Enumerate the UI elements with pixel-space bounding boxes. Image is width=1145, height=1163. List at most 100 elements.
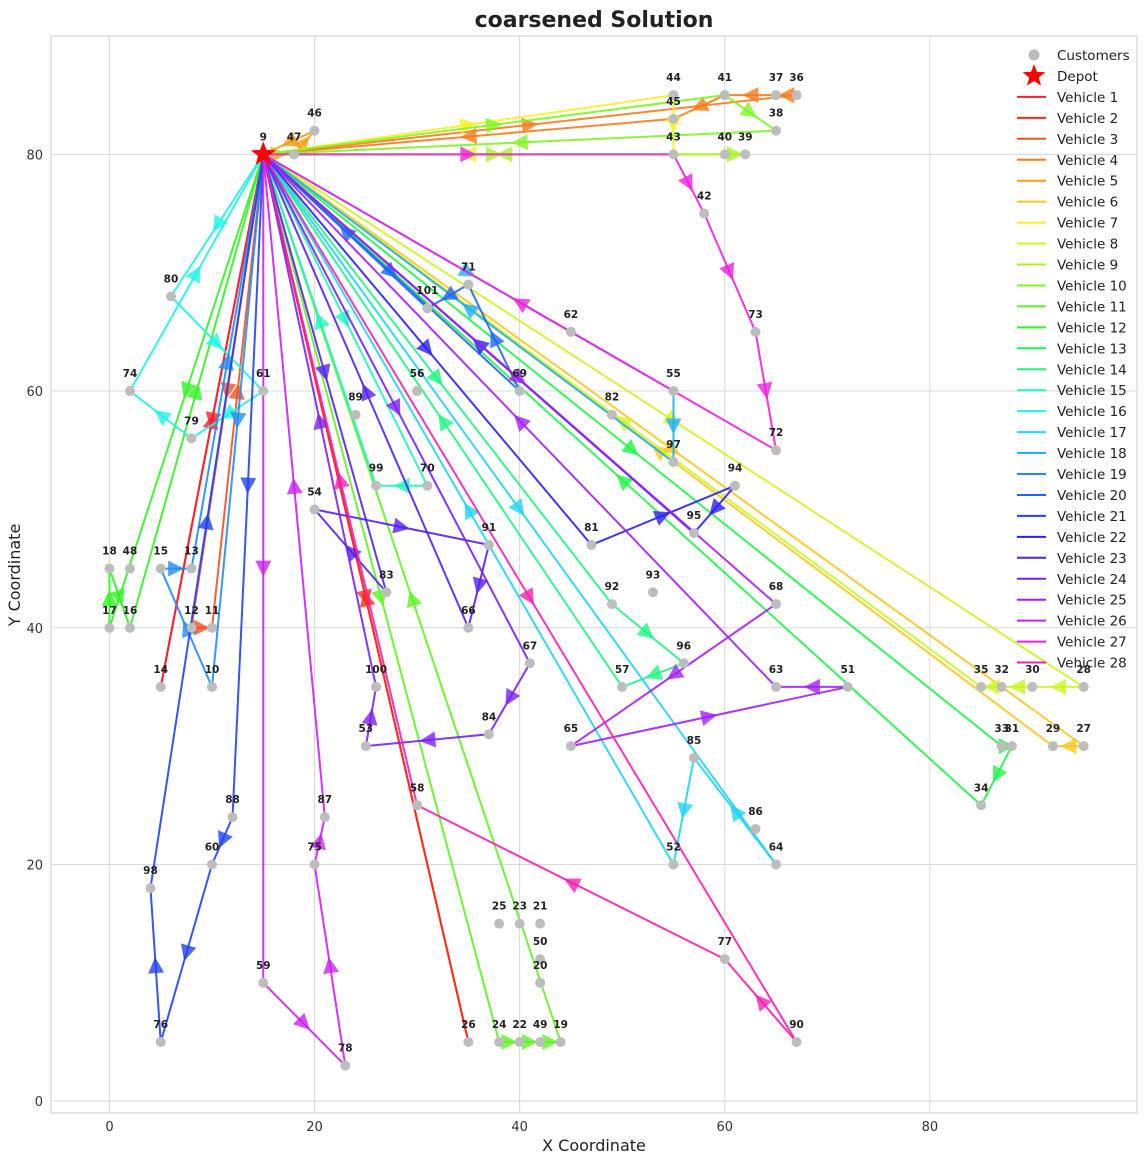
customer-point-69 — [514, 386, 525, 397]
y-tick-label: 20 — [26, 858, 43, 873]
legend-label-vehicle-14: Vehicle 14 — [1057, 362, 1127, 378]
route-arrow — [803, 678, 820, 695]
route-arrow — [521, 1033, 538, 1050]
route-arrow — [983, 678, 1000, 695]
route-arrow — [992, 764, 1008, 783]
legend-customers-marker — [1028, 49, 1040, 61]
customer-label-38: 38 — [769, 108, 784, 120]
route-vehicle-27 — [262, 146, 778, 452]
customer-label-80: 80 — [164, 273, 179, 285]
customer-point-22 — [514, 1036, 525, 1047]
customer-points — [104, 90, 1089, 1071]
customer-label-84: 84 — [482, 711, 497, 723]
customer-point-51 — [842, 681, 853, 692]
route-arrow — [314, 363, 331, 382]
routes — [101, 87, 1085, 1067]
customer-label-85: 85 — [687, 735, 702, 747]
route-arrow — [461, 303, 480, 320]
customer-point-90 — [791, 1036, 802, 1047]
route-arrow — [501, 1033, 518, 1050]
route-arrow — [334, 472, 350, 490]
customer-label-96: 96 — [676, 640, 691, 652]
route-arrow — [464, 502, 480, 521]
customer-label-91: 91 — [482, 522, 497, 534]
customer-point-34 — [976, 800, 987, 811]
x-axis-label: X Coordinate — [542, 1136, 646, 1155]
customer-label-60: 60 — [205, 841, 220, 853]
route-arrow — [505, 687, 521, 706]
customer-label-21: 21 — [533, 901, 548, 913]
customer-label-53: 53 — [359, 723, 374, 735]
customer-label-37: 37 — [769, 72, 784, 84]
customer-point-58 — [412, 800, 423, 811]
route-vehicle-24 — [262, 153, 531, 748]
customer-point-39 — [740, 149, 751, 160]
y-tick-label: 40 — [26, 622, 43, 637]
customer-label-10: 10 — [205, 664, 220, 676]
customer-point-67 — [524, 658, 535, 669]
customer-point-99 — [371, 480, 382, 491]
customer-point-56 — [412, 386, 423, 397]
customer-label-13: 13 — [184, 546, 199, 558]
customer-label-81: 81 — [584, 522, 599, 534]
customer-label-12: 12 — [184, 605, 199, 617]
customer-label-11: 11 — [205, 605, 220, 617]
customer-label-34: 34 — [974, 782, 989, 794]
route-arrow — [514, 414, 531, 432]
customer-point-98 — [145, 883, 156, 894]
route-arrow — [310, 832, 326, 851]
customer-point-86 — [750, 823, 761, 834]
customer-label-57: 57 — [615, 664, 630, 676]
customer-label-15: 15 — [153, 546, 168, 558]
customer-point-53 — [360, 741, 371, 752]
route-arrow — [542, 1033, 559, 1050]
route-arrow — [148, 957, 165, 974]
route-arrow — [1060, 738, 1077, 755]
customer-point-25 — [494, 918, 505, 929]
route-arrow — [385, 398, 401, 416]
route-arrow — [490, 330, 505, 349]
customer-point-71 — [463, 279, 474, 290]
route-arrow — [240, 477, 257, 494]
customer-point-29 — [1047, 741, 1058, 752]
customer-point-21 — [535, 918, 546, 929]
route-arrow — [719, 262, 735, 281]
customer-label-26: 26 — [461, 1019, 476, 1031]
customer-label-69: 69 — [512, 368, 527, 380]
legend-depot-label: Depot — [1057, 69, 1098, 85]
customer-label-43: 43 — [666, 131, 681, 143]
customer-point-57 — [617, 681, 628, 692]
customer-labels: 9 46 47 44 41 37 36 45 38 43 40 39 42 80 71 101 62 73 74 61… — [102, 72, 1091, 1054]
customer-point-84 — [483, 729, 494, 740]
customer-point-101 — [422, 303, 433, 314]
legend-label-vehicle-16: Vehicle 16 — [1057, 404, 1127, 420]
route-arrow — [508, 498, 525, 516]
customer-label-52: 52 — [666, 841, 681, 853]
customer-label-72: 72 — [769, 427, 784, 439]
customer-point-63 — [771, 681, 782, 692]
y-tick-label: 80 — [26, 148, 43, 163]
customer-point-91 — [483, 539, 494, 550]
x-tick-label: 20 — [306, 1120, 323, 1135]
route-arrow — [255, 560, 272, 577]
customer-point-96 — [678, 658, 689, 669]
customer-point-37 — [771, 90, 782, 101]
customer-label-23: 23 — [512, 901, 527, 913]
route-arrow — [739, 101, 757, 118]
legend-label-vehicle-12: Vehicle 12 — [1057, 320, 1127, 336]
route-arrow — [691, 96, 710, 111]
customer-label-42: 42 — [697, 191, 712, 203]
customer-label-101: 101 — [416, 285, 438, 297]
route-vehicle-28 — [262, 153, 798, 1043]
customer-label-73: 73 — [748, 309, 763, 321]
route-arrow — [334, 309, 349, 328]
customer-label-35: 35 — [974, 664, 989, 676]
customer-point-31 — [1006, 741, 1017, 752]
customer-label-39: 39 — [738, 131, 753, 143]
route-vehicle-12 — [101, 154, 265, 629]
x-tick-label: 60 — [716, 1120, 733, 1135]
customer-point-73 — [750, 326, 761, 337]
customer-label-48: 48 — [123, 546, 138, 558]
route-arrow — [212, 214, 229, 233]
customer-point-81 — [586, 539, 597, 550]
